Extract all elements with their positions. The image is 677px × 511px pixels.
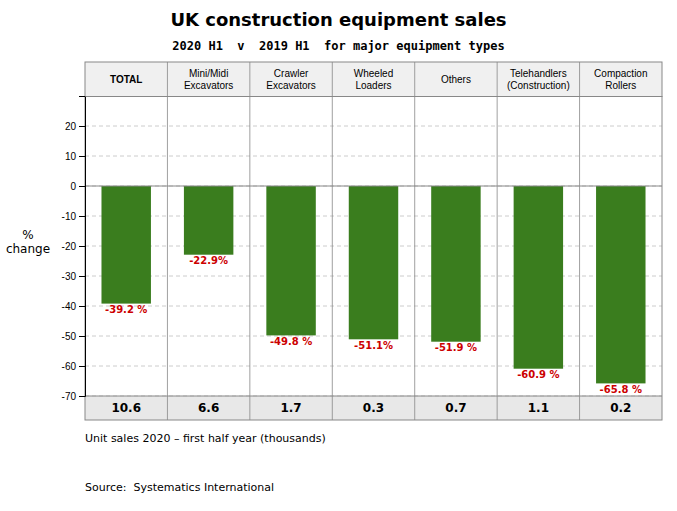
y-tick: -30 <box>62 271 85 282</box>
y-tick-mark <box>79 216 85 217</box>
y-tick-label: -20 <box>62 241 77 252</box>
frame <box>85 62 662 420</box>
unit-sales-value: 6.6 <box>198 401 219 415</box>
y-tick: -10 <box>62 211 85 222</box>
y-tick-mark <box>79 276 85 277</box>
chart: UK construction equipment sales 2020 H1 v… <box>0 0 677 511</box>
divider <box>167 62 168 420</box>
y-tick-mark <box>79 306 85 307</box>
zero-line <box>85 186 662 187</box>
bar <box>596 186 645 383</box>
y-tick-label: 20 <box>65 121 77 132</box>
y-axis-line <box>79 97 86 397</box>
dividers <box>167 62 579 420</box>
y-tick-label: -60 <box>62 361 77 372</box>
x-tick-label: TOTAL <box>110 74 142 85</box>
y-tick-mark <box>79 366 85 367</box>
x-tick: Others <box>441 74 471 85</box>
grid-line <box>85 186 662 187</box>
y-tick-label: -40 <box>62 301 77 312</box>
data-label: -39.2 % <box>105 304 147 315</box>
source: Source: Systematics International <box>85 481 274 494</box>
bar <box>266 186 315 335</box>
y-tick-label: -30 <box>62 271 77 282</box>
y-tick: 10 <box>65 151 85 162</box>
y-tick-mark <box>79 186 85 187</box>
y-tick-label: 10 <box>65 151 77 162</box>
x-tick: CompactionRollers <box>594 68 647 91</box>
band-edge <box>85 396 662 397</box>
y-tick-mark <box>79 336 85 337</box>
unit-sales-value: 0.2 <box>610 401 631 415</box>
y-tick-mark <box>79 246 85 247</box>
data-label: -65.8 % <box>600 384 642 395</box>
y-tick: 0 <box>70 181 85 192</box>
x-tick: WheeledLoaders <box>354 68 393 91</box>
divider <box>497 62 498 420</box>
unit-sales: 10.6 6.6 1.7 0.3 0.7 1.1 0.2 <box>111 401 631 415</box>
y-tick: -50 <box>62 331 85 342</box>
unit-sales-value: 1.1 <box>528 401 549 415</box>
x-axis: TOTAL Mini/MidiExcavators CrawlerExcavator… <box>86 68 663 97</box>
unit-sales-band <box>85 396 662 420</box>
bar <box>101 186 150 304</box>
x-tick: Mini/MidiExcavators <box>184 68 233 91</box>
x-tick-label: WheeledLoaders <box>354 68 393 91</box>
x-tick-label: CrawlerExcavators <box>266 68 315 91</box>
y-tick-label: 0 <box>70 181 76 192</box>
unit-sales-value: 0.7 <box>445 401 466 415</box>
x-tick: TOTAL <box>110 74 142 85</box>
bar <box>431 186 480 342</box>
grid-line <box>85 126 662 127</box>
x-axis-line <box>86 96 663 97</box>
y-tick: -40 <box>62 301 85 312</box>
title: UK construction equipment sales <box>170 9 506 30</box>
bar <box>514 186 563 369</box>
bars <box>101 186 645 383</box>
unit-sales-note: Unit sales 2020 – first half year (thous… <box>85 432 326 445</box>
y-tick-mark <box>79 396 85 397</box>
divider <box>249 62 250 420</box>
grid <box>85 126 662 396</box>
y-tick-label: -10 <box>62 211 77 222</box>
unit-sales-value: 10.6 <box>111 401 141 415</box>
y-tick-label: -50 <box>62 331 77 342</box>
y-tick: -60 <box>62 361 85 372</box>
x-tick-label: Mini/MidiExcavators <box>184 68 233 91</box>
data-label: -22.9% <box>189 255 228 266</box>
y-tick-mark <box>79 156 85 157</box>
y-tick: -20 <box>62 241 85 252</box>
header-band <box>85 62 662 96</box>
divider <box>579 62 580 420</box>
grid-line <box>85 156 662 157</box>
unit-sales-value: 1.7 <box>280 401 301 415</box>
data-label: -49.8 % <box>270 336 312 347</box>
divider <box>414 62 415 420</box>
data-label: -51.9 % <box>435 342 477 353</box>
data-label: -60.9 % <box>517 369 559 380</box>
bar <box>184 186 233 255</box>
y-axis-title: %change <box>6 228 50 256</box>
grid-line <box>85 366 662 367</box>
grid-line <box>85 396 662 397</box>
bar <box>349 186 398 339</box>
x-tick-label: Telehandlers(Construction) <box>507 68 570 91</box>
y-tick: 20 <box>65 121 85 132</box>
data-label: -51.1% <box>354 340 393 351</box>
y-tick: -70 <box>62 391 85 402</box>
y-tick-label: -70 <box>62 391 77 402</box>
x-tick: Telehandlers(Construction) <box>507 68 570 91</box>
y-tick-mark <box>79 126 85 127</box>
y-axis: -70 -60 -50 -40 -30 -20 -10 0 10 20 <box>62 97 86 402</box>
x-tick-label: Others <box>441 74 471 85</box>
subtitle: 2020 H1 v 2019 H1 for major equipment ty… <box>172 39 504 53</box>
unit-sales-value: 0.3 <box>363 401 384 415</box>
divider <box>332 62 333 420</box>
data-labels: -39.2 % -22.9% -49.8 % -51.1% -51.9 % -60.9 %… <box>105 255 642 395</box>
x-tick: CrawlerExcavators <box>266 68 315 91</box>
x-tick-label: CompactionRollers <box>594 68 647 91</box>
